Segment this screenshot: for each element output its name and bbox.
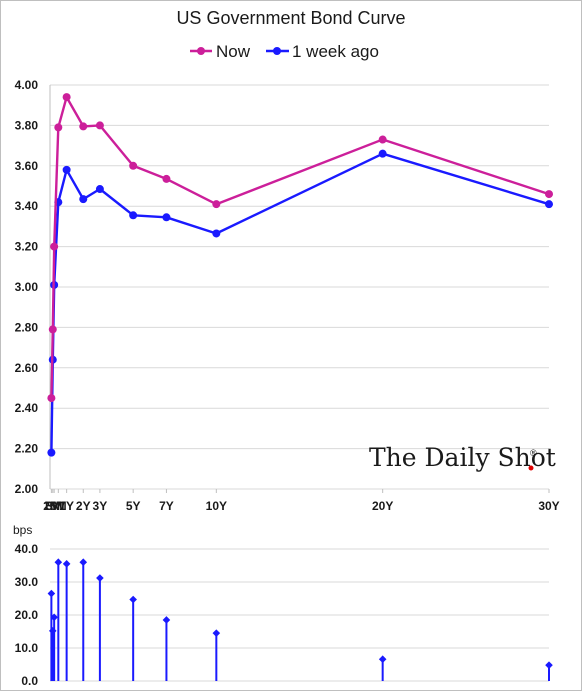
- series-point-0: [95, 121, 104, 130]
- top-series: [47, 93, 553, 457]
- stem-marker: [162, 616, 171, 624]
- series-point-1: [545, 200, 553, 209]
- series-point-0: [48, 325, 57, 334]
- top-x-tick-label: 30Y: [538, 499, 559, 513]
- bottom-y-tick-label: 0.0: [21, 674, 38, 688]
- bottom-y-tick-label: 20.0: [15, 608, 39, 622]
- series-point-0: [212, 200, 221, 209]
- top-x-tick-label: 2Y: [76, 499, 91, 513]
- top-x-tick-label: 7Y: [159, 499, 174, 513]
- watermark-text: The Daily Shot: [369, 443, 556, 472]
- series-point-1: [212, 229, 221, 238]
- top-x-tick-label: 1Y: [59, 499, 74, 513]
- top-y-tick-label: 2.20: [15, 442, 39, 456]
- series-line-0: [50, 95, 550, 399]
- series-point-1: [95, 185, 104, 194]
- stem-marker: [212, 629, 221, 637]
- top-y-axis: 2.00 2.20 2.40 2.60 2.80 3.00 3.20 3.40 3.60 3.80…: [15, 78, 39, 496]
- top-x-tick-label: 6M: [50, 499, 67, 513]
- top-x-tick-label: 3Y: [93, 499, 108, 513]
- watermark: The Daily Shot ®: [369, 443, 556, 472]
- top-y-tick-label: 3.20: [15, 240, 39, 254]
- series-point-0: [129, 161, 138, 170]
- top-y-tick-label: 2.00: [15, 482, 39, 496]
- legend: Now 1 week ago: [190, 42, 379, 61]
- stem-marker: [545, 661, 553, 669]
- series-point-0: [79, 122, 88, 131]
- legend-label-now: Now: [216, 42, 251, 61]
- stem-marker: [50, 613, 58, 622]
- bottom-y-unit: bps: [13, 523, 32, 537]
- legend-item-week-ago: 1 week ago: [266, 42, 379, 61]
- watermark-dot: [528, 465, 534, 471]
- chart-title: US Government Bond Curve: [176, 8, 405, 28]
- stem-marker: [129, 595, 137, 604]
- bottom-y-tick-label: 40.0: [15, 542, 39, 556]
- stem-marker: [62, 560, 71, 568]
- top-y-tick-label: 3.80: [15, 118, 39, 132]
- top-x-tick-label: 5Y: [126, 499, 141, 513]
- stem-marker: [96, 574, 104, 582]
- bottom-gridlines: [50, 548, 549, 682]
- top-y-tick-label: 3.40: [15, 199, 39, 213]
- top-x-tick-label: 1M: [43, 499, 60, 513]
- series-point-0: [54, 123, 63, 132]
- series-point-1: [62, 165, 71, 174]
- top-gridlines: [49, 84, 549, 490]
- stem-marker: [48, 627, 57, 635]
- series-point-1: [378, 149, 387, 158]
- top-x-tick-label: 10Y: [206, 499, 227, 513]
- series-point-0: [50, 242, 59, 251]
- series-point-1: [162, 213, 171, 222]
- top-y-tick-label: 3.00: [15, 280, 39, 294]
- series-point-1: [129, 211, 138, 220]
- top-y-tick-label: 4.00: [15, 78, 39, 92]
- series-point-0: [162, 174, 171, 183]
- series-point-1: [47, 448, 56, 457]
- stem-marker: [79, 558, 88, 566]
- top-y-tick-label: 2.60: [15, 361, 39, 375]
- stem-marker: [54, 558, 63, 566]
- stem-marker: [378, 655, 387, 664]
- bottom-y-tick-label: 10.0: [15, 641, 39, 655]
- legend-item-now: Now: [190, 42, 251, 61]
- watermark-registered: ®: [530, 448, 537, 458]
- stem-marker: [47, 589, 56, 598]
- top-y-tick-label: 2.40: [15, 401, 39, 415]
- bottom-y-tick-label: 30.0: [15, 575, 39, 589]
- series-point-0: [378, 135, 387, 144]
- top-x-tick-label: 3M: [46, 499, 63, 513]
- series-point-0: [62, 93, 71, 102]
- top-x-tick-label: 20Y: [372, 499, 393, 513]
- series-point-0: [545, 190, 553, 199]
- top-x-tick-label: 2M: [43, 499, 60, 513]
- legend-label-week-ago: 1 week ago: [292, 42, 379, 61]
- bottom-stems: [47, 558, 553, 681]
- top-y-tick-label: 2.80: [15, 320, 39, 334]
- series-point-0: [47, 394, 56, 403]
- bottom-y-axis: 0.0 10.0 20.0 30.0 40.0: [15, 542, 39, 688]
- top-y-tick-label: 3.60: [15, 159, 39, 173]
- legend-marker-now: [197, 47, 205, 55]
- legend-marker-week-ago: [273, 47, 281, 55]
- series-point-1: [79, 195, 88, 204]
